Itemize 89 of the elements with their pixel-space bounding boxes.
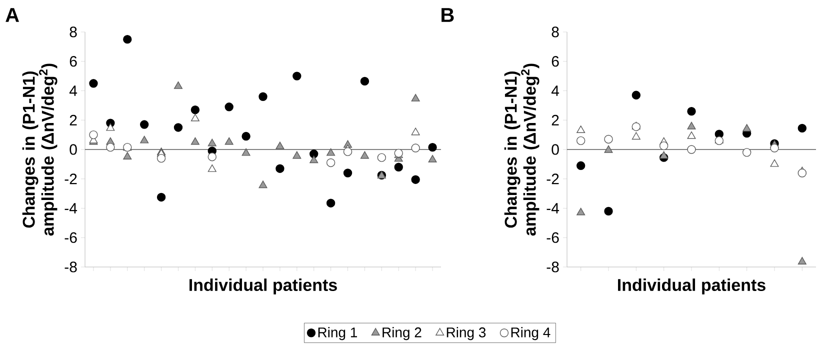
point bbox=[411, 128, 420, 136]
y-tick-label: -2 bbox=[64, 174, 77, 184]
point bbox=[174, 123, 183, 132]
y-tick-label: 4 bbox=[551, 86, 560, 96]
y-tick-label: 2 bbox=[552, 114, 559, 126]
point bbox=[687, 106, 696, 116]
point bbox=[326, 198, 336, 208]
legend-label: Ring 2 bbox=[382, 327, 422, 340]
y-tick-label: 2 bbox=[70, 114, 77, 126]
y-tick-label: 6 bbox=[552, 56, 559, 67]
y-axis-title: Changes in (P1-N1) amplitude (ΔnV/deg$^{2}$) bbox=[22, 64, 58, 236]
point bbox=[632, 132, 640, 140]
point bbox=[770, 144, 779, 152]
y-tick-label: -8 bbox=[546, 262, 559, 272]
point bbox=[123, 34, 132, 44]
point bbox=[190, 105, 200, 114]
point bbox=[276, 164, 284, 173]
point bbox=[360, 151, 369, 159]
point bbox=[190, 137, 200, 145]
point bbox=[292, 151, 302, 159]
point bbox=[242, 132, 250, 141]
point bbox=[576, 126, 586, 133]
y-tick-label: 4 bbox=[69, 86, 78, 96]
point bbox=[106, 123, 115, 131]
y-tick-label: 0 bbox=[552, 144, 559, 155]
point bbox=[310, 156, 318, 164]
point bbox=[798, 124, 807, 133]
point bbox=[310, 150, 318, 158]
y-tick-label: -8 bbox=[64, 262, 77, 272]
point bbox=[411, 175, 420, 184]
point bbox=[394, 162, 403, 172]
y-axis-title: Changes in (P1-N1) amplitude (ΔnV/deg$^{2}$) bbox=[504, 64, 540, 236]
point bbox=[208, 138, 216, 146]
point bbox=[343, 168, 352, 178]
point bbox=[428, 154, 437, 162]
point bbox=[258, 92, 268, 101]
y-tick-label: -2 bbox=[546, 174, 559, 184]
point bbox=[276, 142, 284, 150]
y-tick-label: -4 bbox=[64, 203, 78, 214]
point bbox=[258, 180, 268, 188]
point bbox=[208, 152, 216, 162]
point bbox=[360, 76, 370, 86]
point bbox=[89, 79, 98, 88]
point bbox=[742, 124, 752, 132]
point bbox=[156, 192, 166, 202]
point bbox=[123, 152, 132, 160]
chart-title: B bbox=[442, 8, 454, 22]
y-tick-label: 8 bbox=[552, 26, 559, 38]
point bbox=[659, 141, 668, 150]
y-tick-label: 0 bbox=[70, 144, 77, 155]
point bbox=[326, 148, 336, 156]
point bbox=[224, 102, 234, 112]
point bbox=[411, 144, 420, 152]
x-axis-title: Individual patients bbox=[618, 278, 766, 294]
point bbox=[140, 120, 149, 129]
point bbox=[411, 94, 420, 102]
point bbox=[242, 148, 250, 156]
y-tick-label: 6 bbox=[70, 56, 77, 67]
point bbox=[687, 131, 696, 139]
chart-title: A bbox=[6, 8, 20, 22]
x-axis-title: Individual patients bbox=[190, 278, 337, 294]
point bbox=[174, 81, 182, 89]
legend-label: Ring 4 bbox=[511, 327, 550, 340]
point bbox=[208, 164, 216, 172]
y-tick-label: -6 bbox=[546, 232, 559, 243]
point bbox=[604, 206, 613, 216]
point bbox=[89, 130, 98, 140]
legend-label: Ring 3 bbox=[446, 327, 486, 340]
point bbox=[770, 159, 779, 167]
y-tick-label: -6 bbox=[64, 232, 77, 243]
legend-label: Ring 1 bbox=[318, 327, 357, 340]
point bbox=[576, 208, 586, 216]
point bbox=[190, 114, 200, 122]
point bbox=[140, 136, 149, 144]
point bbox=[687, 122, 696, 130]
point bbox=[224, 137, 234, 145]
point bbox=[798, 168, 807, 178]
point bbox=[292, 72, 302, 80]
point bbox=[660, 151, 668, 159]
point bbox=[632, 90, 641, 100]
point bbox=[576, 161, 586, 170]
point bbox=[687, 145, 696, 154]
point bbox=[428, 142, 437, 152]
point bbox=[343, 147, 352, 156]
y-tick-label: -4 bbox=[546, 203, 560, 214]
point bbox=[604, 145, 613, 153]
point bbox=[798, 257, 806, 264]
y-tick-label: 8 bbox=[70, 26, 77, 38]
point bbox=[106, 142, 115, 152]
